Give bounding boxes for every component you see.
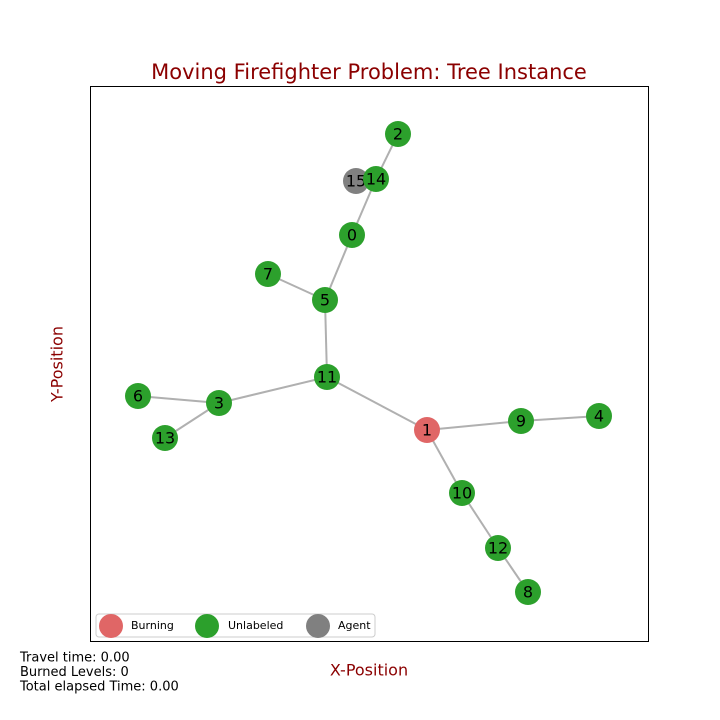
node xyxy=(125,383,151,409)
node-label: 4 xyxy=(594,407,604,426)
node xyxy=(206,390,232,416)
status-line: Total elapsed Time: 0.00 xyxy=(19,680,179,695)
node-label: 3 xyxy=(214,394,224,413)
node xyxy=(314,364,340,390)
node-label: 12 xyxy=(488,539,508,558)
legend-marker xyxy=(195,614,219,638)
node-label: 7 xyxy=(263,265,273,284)
node xyxy=(414,417,440,443)
node xyxy=(339,222,365,248)
node-label: 15 xyxy=(346,172,366,191)
node xyxy=(515,579,541,605)
node xyxy=(363,166,389,192)
y-axis-label: Y-Position xyxy=(48,326,67,403)
node xyxy=(449,480,475,506)
node-label: 14 xyxy=(366,170,386,189)
legend-marker xyxy=(306,614,330,638)
edge xyxy=(218,376,328,404)
node-label: 9 xyxy=(516,412,526,431)
node xyxy=(255,261,281,287)
node-label: 10 xyxy=(452,484,472,503)
x-axis-label: X-Position xyxy=(330,661,408,680)
node xyxy=(508,408,534,434)
status-line: Burned Levels: 0 xyxy=(20,665,129,680)
node-label: 6 xyxy=(133,387,143,406)
node-label: 8 xyxy=(523,583,533,602)
plot-frame xyxy=(90,86,649,642)
node xyxy=(152,425,178,451)
edge xyxy=(520,415,600,422)
legend-marker xyxy=(99,614,123,638)
edge xyxy=(326,376,428,431)
node xyxy=(312,287,338,313)
node-label: 1 xyxy=(422,421,432,440)
legend-label: Burning xyxy=(131,619,174,632)
edge xyxy=(426,420,522,431)
edge xyxy=(137,395,220,404)
node xyxy=(485,535,511,561)
node xyxy=(586,403,612,429)
legend-label: Agent xyxy=(338,619,371,632)
legend-label: Unlabeled xyxy=(228,619,283,632)
node-label: 5 xyxy=(320,291,330,310)
title: Moving Firefighter Problem: Tree Instanc… xyxy=(151,60,587,84)
node-label: 0 xyxy=(347,226,357,245)
node xyxy=(343,168,369,194)
node-label: 11 xyxy=(317,368,337,387)
legend-box xyxy=(95,613,376,638)
status-line: Travel time: 0.00 xyxy=(19,651,130,666)
node xyxy=(385,121,411,147)
node-label: 2 xyxy=(393,125,403,144)
node-label: 13 xyxy=(155,429,175,448)
